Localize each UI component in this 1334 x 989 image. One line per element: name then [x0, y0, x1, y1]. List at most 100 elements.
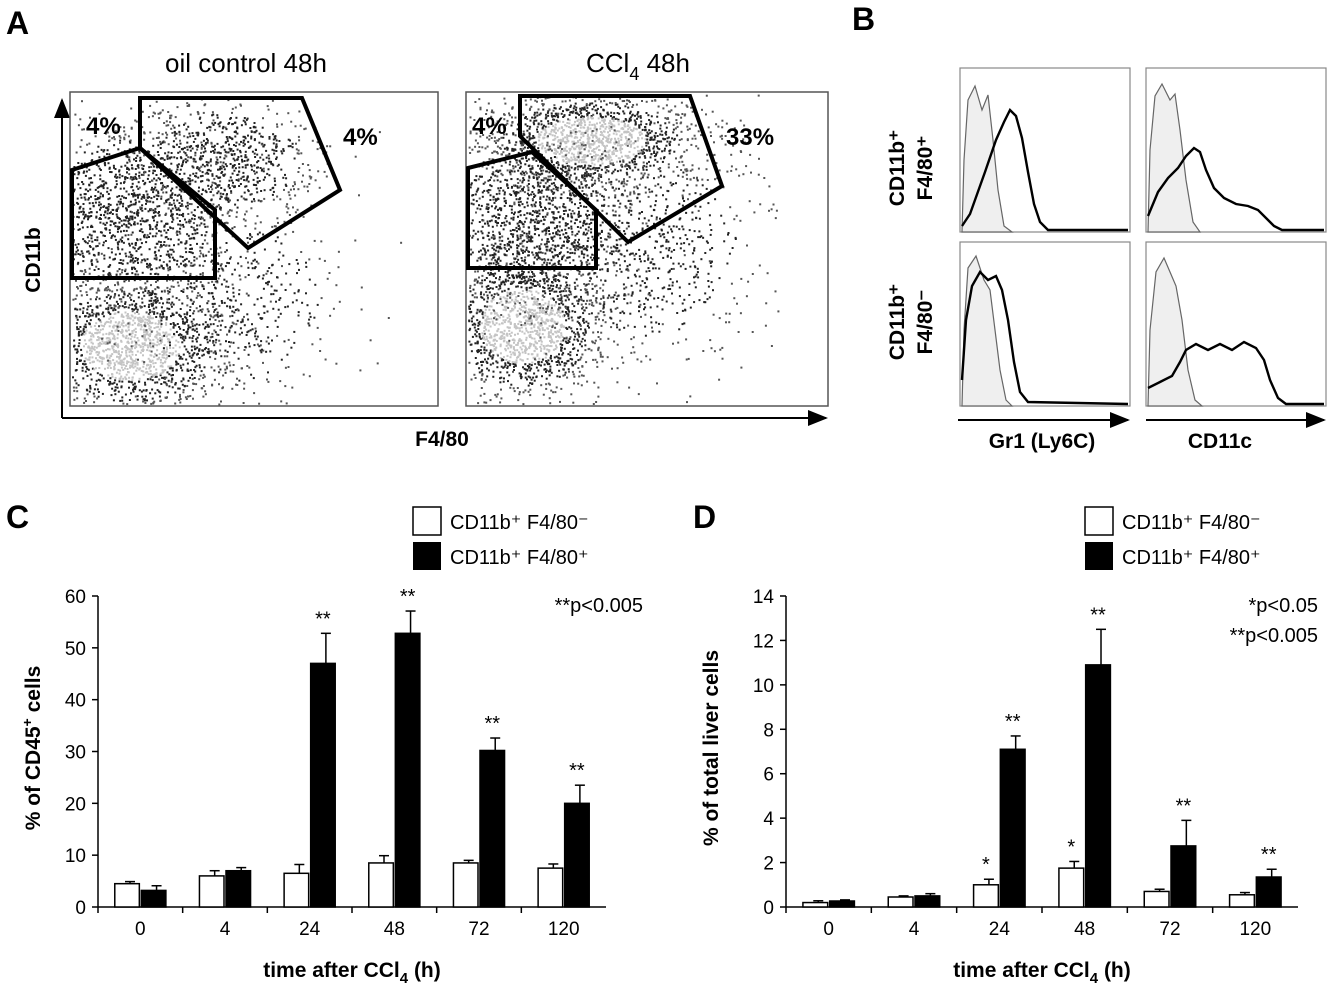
density-point [138, 186, 141, 189]
density-point [142, 174, 145, 176]
density-point [179, 327, 182, 330]
density-point [147, 210, 150, 213]
density-point [182, 223, 184, 226]
density-point [76, 215, 79, 218]
density-point [196, 206, 199, 209]
density-point [299, 124, 302, 127]
density-point [598, 167, 601, 170]
density-point [113, 235, 116, 238]
density-point [133, 266, 136, 269]
density-point [296, 262, 299, 265]
density-point [228, 187, 231, 190]
density-point [125, 207, 127, 210]
density-point [155, 227, 158, 230]
density-point [220, 167, 223, 170]
density-point [535, 176, 538, 179]
density-point [92, 335, 95, 338]
density-point [633, 186, 636, 189]
density-point [142, 220, 145, 223]
density-point [260, 200, 263, 203]
density-point [72, 376, 74, 379]
density-point [201, 285, 204, 288]
density-point [147, 346, 149, 349]
density-point [261, 317, 264, 320]
density-point [557, 139, 560, 142]
density-point [196, 330, 199, 333]
density-point [611, 151, 614, 154]
density-point [498, 146, 501, 149]
density-point [209, 129, 212, 132]
density-point [656, 151, 659, 154]
density-point [194, 180, 197, 183]
density-point [153, 400, 156, 403]
density-point [213, 314, 216, 317]
density-point [534, 141, 537, 144]
density-point [92, 247, 95, 250]
density-point [89, 384, 92, 387]
density-point [249, 237, 252, 240]
density-point [308, 318, 311, 321]
density-point [210, 366, 213, 369]
density-point [125, 216, 128, 219]
density-point [626, 180, 629, 182]
density-point [108, 166, 111, 169]
density-point [204, 172, 207, 175]
density-point [219, 208, 222, 211]
density-point [110, 320, 112, 323]
density-point [211, 259, 214, 262]
density-point [176, 259, 179, 262]
density-point [567, 108, 570, 111]
density-point [103, 323, 106, 326]
density-point [74, 297, 77, 300]
density-point [586, 129, 589, 132]
density-point [625, 183, 628, 186]
density-point [134, 201, 137, 204]
density-point [213, 329, 216, 332]
density-point [254, 332, 257, 335]
density-point [211, 114, 214, 117]
density-point [529, 98, 532, 101]
density-point [583, 126, 586, 129]
density-point [575, 131, 578, 133]
density-point [185, 358, 188, 361]
density-point [629, 116, 632, 119]
density-point [108, 272, 111, 275]
density-point [303, 128, 306, 131]
density-point [119, 399, 122, 402]
density-point [553, 104, 556, 107]
density-point [89, 188, 92, 191]
density-point [378, 131, 381, 134]
density-point [584, 146, 587, 149]
density-point [523, 174, 526, 177]
density-point [202, 111, 205, 114]
density-point [638, 193, 641, 196]
density-point [589, 168, 592, 171]
density-point [600, 100, 602, 103]
density-point [120, 323, 123, 326]
density-point [583, 177, 586, 180]
density-point [212, 113, 215, 116]
density-point [186, 287, 189, 290]
density-point [83, 193, 86, 196]
density-point [73, 389, 76, 392]
density-point [148, 236, 150, 238]
density-point [153, 375, 155, 378]
density-point [271, 99, 274, 102]
density-point [126, 154, 129, 157]
density-point [166, 264, 169, 267]
density-point [212, 119, 215, 122]
density-point [178, 298, 181, 301]
density-point [125, 334, 128, 337]
density-point [190, 237, 193, 240]
density-point [243, 324, 246, 327]
density-point [199, 249, 202, 252]
density-point [638, 131, 641, 134]
density-point [132, 362, 135, 365]
density-point [192, 166, 195, 169]
density-point [521, 144, 524, 147]
density-point [581, 156, 584, 159]
density-point [121, 380, 124, 383]
density-point [141, 209, 144, 212]
density-point [533, 173, 536, 176]
density-point [276, 217, 279, 220]
